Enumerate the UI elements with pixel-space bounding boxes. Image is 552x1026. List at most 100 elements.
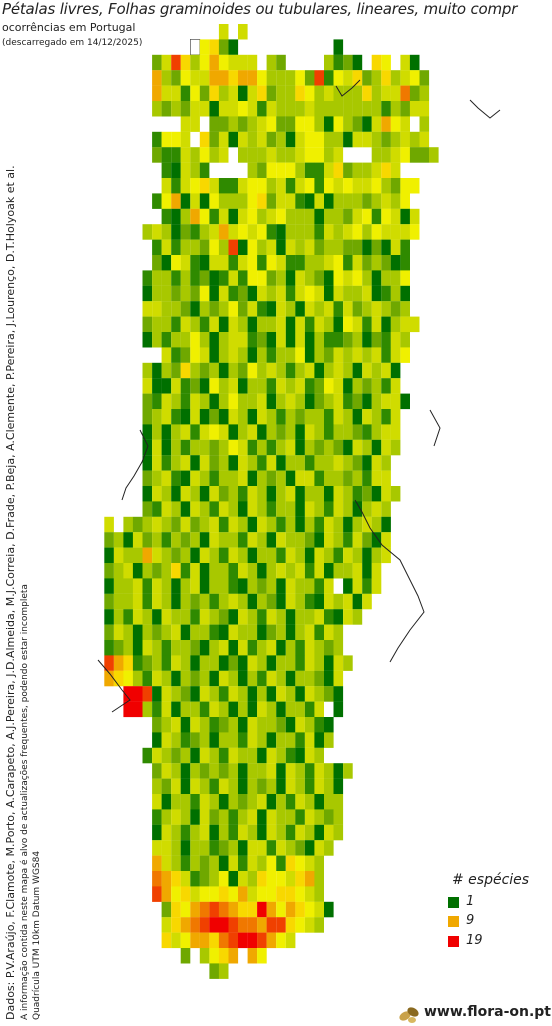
grid-cell [238,886,248,902]
grid-cell [285,486,296,502]
grid-cell [228,409,239,425]
grid-cell [304,686,315,702]
grid-cell [285,208,296,225]
grid-cell [276,332,286,348]
grid-cell [333,809,344,825]
grid-cell [390,85,401,102]
grid-cell [238,301,248,317]
grid-cell [171,624,181,641]
site-link[interactable]: www.flora-on.pt [424,1004,551,1020]
grid-cell [247,593,258,610]
grid-cell [295,147,305,163]
grid-cell [314,670,324,687]
grid-cell [276,532,286,548]
grid-cell [295,116,305,132]
grid-cell [304,455,315,471]
grid-cell [285,886,296,902]
grid-cell [362,532,372,548]
grid-cell [362,362,372,379]
grid-cell [362,70,372,86]
grid-cell [390,255,401,271]
grid-cell [409,54,420,71]
grid-cell [276,316,286,333]
grid-cell [390,316,401,333]
grid-cell [276,824,286,841]
grid-cell [304,917,315,933]
grid-cell [180,763,191,779]
grid-cell [295,501,305,517]
grid-cell [161,347,172,363]
grid-cell [171,316,181,333]
grid-cell [381,178,391,194]
grid-cell [142,362,153,379]
grid-cell [171,332,181,348]
grid-cell [190,516,200,533]
grid-cell [333,178,344,194]
grid-cell [190,301,200,317]
grid-cell [247,439,258,456]
grid-cell [180,732,191,748]
grid-cell [352,547,363,564]
grid-cell [352,316,363,333]
grid-cell [333,470,344,487]
grid-cell [190,70,200,86]
grid-cell [209,131,219,148]
grid-cell [295,455,305,471]
grid-cell [218,886,229,902]
grid-cell [400,239,410,256]
grid-cell [371,85,382,102]
grid-cell [314,763,324,779]
grid-cell [104,516,114,533]
grid-cell [409,224,420,240]
grid-cell [199,239,210,256]
grid-cell [324,640,334,656]
grid-cell [314,70,324,86]
grid-cell [266,70,277,86]
grid-cell [171,732,181,748]
grid-cell [199,516,210,533]
grid-cell [209,701,219,718]
grid-cell [190,424,200,440]
grid-cell [276,101,286,117]
grid-cell [228,455,239,471]
grid-cell [295,255,305,271]
grid-cell [371,409,382,425]
grid-cell [142,578,153,594]
grid-cell [238,316,248,333]
grid-cell [276,747,286,764]
grid-cell [218,640,229,656]
grid-cell [209,409,219,425]
grid-cell [266,301,277,317]
grid-cell [314,886,324,902]
grid-cell [161,162,172,179]
grid-cell [238,239,248,256]
grid-cell [161,794,172,810]
grid-cell [409,147,420,163]
grid-cell [362,378,372,394]
flora-on-logo-icon[interactable] [398,1004,420,1024]
grid-cell [295,578,305,594]
grid-cell [218,824,229,841]
grid-cell [266,824,277,841]
grid-cell [285,578,296,594]
grid-cell [333,563,344,579]
grid-cell [362,593,372,610]
grid-cell [266,393,277,410]
grid-cell [161,70,172,86]
grid-cell [180,501,191,517]
grid-cell [199,747,210,764]
grid-cell [180,316,191,333]
grid-cell [343,162,353,179]
grid-cell [371,54,382,71]
grid-cell [171,255,181,271]
grid-cell [257,439,267,456]
grid-cell [266,116,277,132]
grid-cell [171,809,181,825]
grid-cell [190,147,200,163]
grid-cell [295,486,305,502]
grid-cell [161,378,172,394]
grid-cell [371,101,382,117]
grid-cell [371,578,382,594]
grid-cell [295,516,305,533]
grid-cell [161,547,172,564]
